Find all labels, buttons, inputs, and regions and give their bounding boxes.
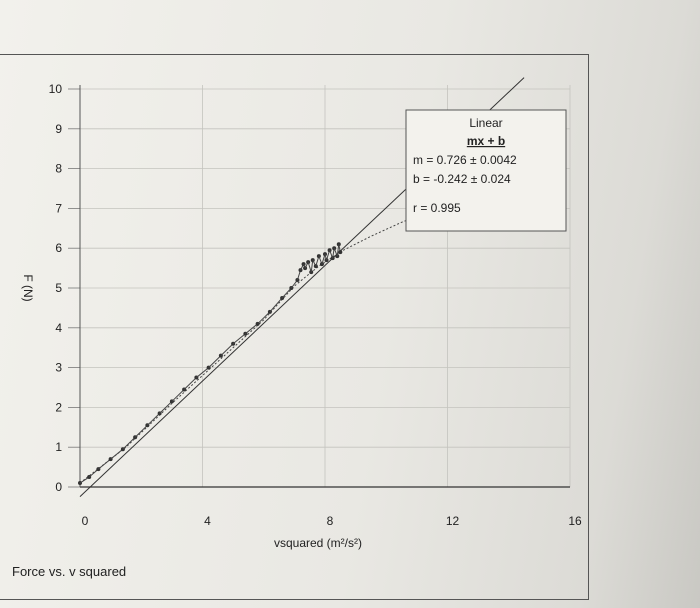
- x-tick-label: 12: [446, 514, 460, 528]
- fit-box-border: [405, 109, 567, 232]
- x-tick-label: 4: [204, 514, 211, 528]
- data-connector: [147, 413, 160, 426]
- data-connector: [171, 389, 185, 402]
- x-tick-label: 0: [82, 514, 89, 528]
- data-connector: [98, 458, 111, 470]
- data-connector: [232, 333, 246, 345]
- data-point: [338, 250, 343, 255]
- data-connector: [281, 287, 292, 299]
- data-connector: [110, 448, 124, 460]
- chart-frame: [0, 54, 589, 600]
- data-connector: [88, 468, 99, 478]
- fit-parameters-box: Linear mx + b m = 0.726 ± 0.0042 b = -0.…: [405, 109, 567, 232]
- y-axis-title: F (N): [21, 274, 35, 301]
- y-tick-label: 9: [55, 122, 62, 136]
- data-connector: [245, 323, 258, 335]
- fit-equation-label: mx + b: [467, 134, 505, 148]
- chart-caption: Force vs. v squared: [12, 564, 127, 579]
- data-connector: [208, 355, 222, 368]
- y-tick-label: 1: [55, 440, 62, 454]
- x-tick-label: 16: [568, 514, 582, 528]
- y-tick-label: 3: [55, 361, 62, 375]
- fit-intercept-text: b = -0.242 ± 0.024: [413, 172, 511, 186]
- data-connector: [122, 436, 136, 450]
- fit-correlation-text: r = 0.995: [413, 201, 461, 215]
- data-connector: [336, 244, 340, 257]
- data-point: [323, 252, 327, 257]
- y-tick-label: 6: [55, 241, 62, 255]
- data-connector: [257, 311, 271, 325]
- y-tick-label: 8: [55, 162, 62, 176]
- data-connector: [220, 343, 234, 357]
- grid: [79, 85, 571, 488]
- y-tick-label: 10: [49, 82, 63, 96]
- y-tick-label: 7: [55, 201, 62, 215]
- data-connector: [183, 377, 197, 390]
- fit-slope-text: m = 0.726 ± 0.0042: [413, 153, 517, 167]
- y-tick-label: 5: [55, 281, 62, 295]
- x-tick-label: 8: [327, 514, 334, 528]
- data-connector: [159, 401, 173, 414]
- data-connector: [310, 260, 314, 273]
- y-tick-label: 4: [55, 321, 62, 335]
- data-connector: [196, 367, 209, 378]
- data-connector: [269, 297, 283, 313]
- fit-type-label: Linear: [469, 116, 502, 130]
- data-points: [78, 242, 343, 486]
- x-axis-title: vsquared (m²/s²): [274, 536, 362, 550]
- data-connector: [134, 424, 148, 438]
- data-trend-curve: [79, 201, 460, 484]
- y-tick-label: 0: [55, 480, 62, 494]
- y-tick-label: 2: [55, 400, 62, 414]
